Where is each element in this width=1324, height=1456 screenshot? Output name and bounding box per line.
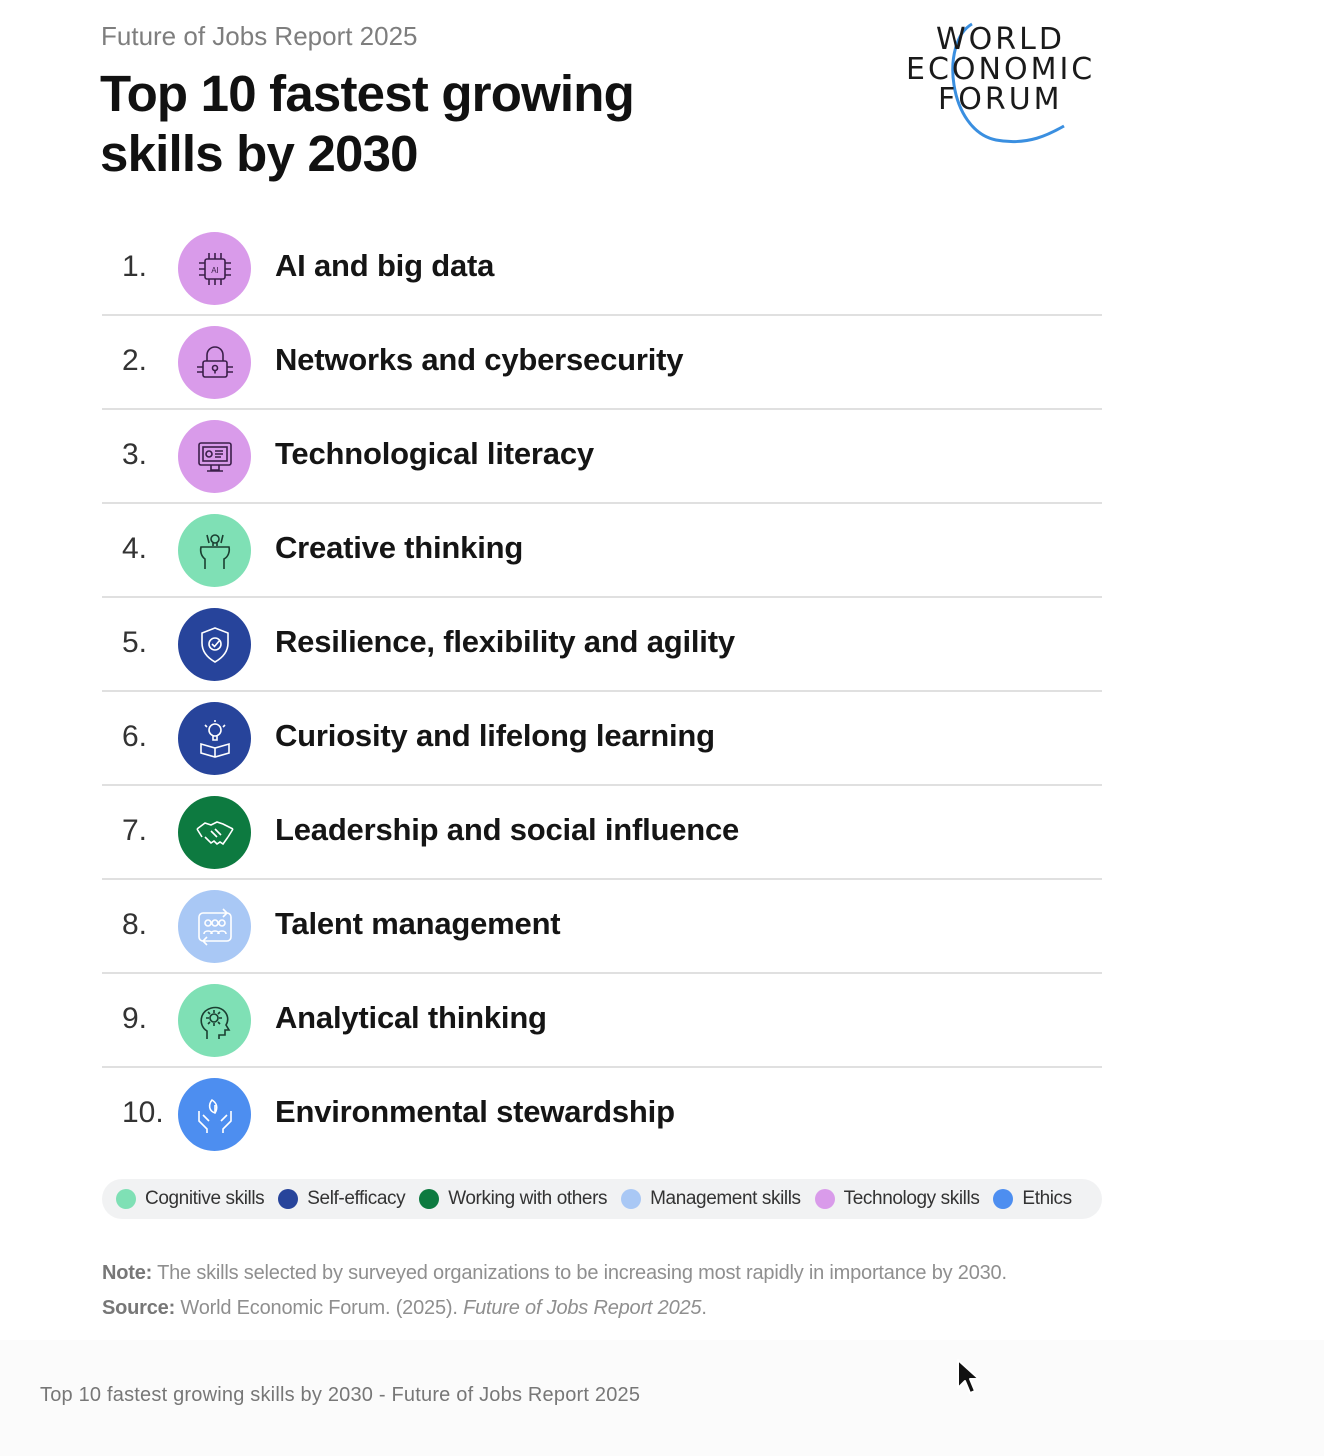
hands-leaf-icon (178, 1078, 251, 1151)
skill-row: 7. Leadership and social influence (102, 786, 1102, 880)
skill-list: 1. AI AI and big data 2. Networks and cy… (102, 222, 1102, 1160)
legend-label: Management skills (650, 1188, 801, 1209)
logo-arc-icon (951, 22, 1065, 144)
skill-label: AI and big data (275, 248, 495, 283)
legend-label: Cognitive skills (145, 1188, 265, 1209)
svg-text:AI: AI (211, 266, 219, 275)
logo-line-economic: ECONOMIC (906, 52, 1096, 87)
page-title: Top 10 fastest growing skills by 2030 (100, 64, 635, 184)
legend-label: Technology skills (843, 1188, 980, 1209)
caption-background (0, 1340, 1324, 1456)
image-caption: Top 10 fastest growing skills by 2030 - … (40, 1384, 641, 1406)
source-end: . (701, 1297, 707, 1319)
footnote: Note: The skills selected by surveyed or… (102, 1256, 1007, 1326)
skill-rank: 2. (122, 344, 148, 377)
skill-rank: 6. (122, 720, 148, 753)
handshake-icon (178, 796, 251, 869)
skill-label: Analytical thinking (275, 1000, 547, 1035)
skill-rank: 8. (122, 908, 148, 941)
skill-row: 4. Creative thinking (102, 504, 1102, 598)
legend-item-management: Management skills (621, 1188, 801, 1210)
skill-row: 1. AI AI and big data (102, 222, 1102, 316)
lock-icon (178, 326, 251, 399)
legend-item-working-with-others: Working with others (419, 1188, 608, 1210)
skill-rank: 9. (122, 1002, 148, 1035)
skill-row: 8. Talent management (102, 880, 1102, 974)
skill-label: Environmental stewardship (275, 1094, 675, 1129)
legend-item-self-efficacy: Self-efficacy (278, 1188, 406, 1210)
gear-head-icon (178, 984, 251, 1057)
people-cycle-icon (178, 890, 251, 963)
skill-rank: 7. (122, 814, 148, 847)
skill-row: 2. Networks and cybersecurity (102, 316, 1102, 410)
source-line: Source: World Economic Forum. (2025). Fu… (102, 1291, 1007, 1326)
skill-row: 6. Curiosity and lifelong learning (102, 692, 1102, 786)
skill-rank: 1. (122, 250, 148, 283)
wef-logo: WORLD ECONOMIC FORUM (900, 22, 1110, 146)
legend-label: Ethics (1022, 1188, 1072, 1209)
skill-row: 9. Analytical thinking (102, 974, 1102, 1068)
legend-dot (814, 1189, 835, 1209)
legend-dot (116, 1189, 136, 1209)
skill-row: 3. Technological literacy (102, 410, 1102, 504)
note-line: Note: The skills selected by surveyed or… (102, 1256, 1007, 1291)
legend-dot (993, 1189, 1014, 1209)
skill-row: 10. Environmental stewardship (102, 1068, 1102, 1160)
source-text: World Economic Forum. (2025). (175, 1297, 464, 1319)
mouse-cursor-icon (957, 1359, 980, 1394)
title-line-2: skills by 2030 (100, 125, 419, 182)
legend-item-technology: Technology skills (814, 1188, 980, 1210)
legend-item-cognitive: Cognitive skills (116, 1188, 265, 1210)
skill-label: Curiosity and lifelong learning (275, 718, 715, 753)
skill-row: 5. Resilience, flexibility and agility (102, 598, 1102, 692)
book-lightbulb-icon (178, 702, 251, 775)
note-text: The skills selected by surveyed organiza… (152, 1262, 1007, 1284)
ai-chip-icon: AI (178, 232, 251, 305)
skill-rank: 3. (122, 438, 148, 471)
monitor-icon (178, 420, 251, 493)
skill-label: Leadership and social influence (275, 812, 740, 847)
skill-label: Resilience, flexibility and agility (275, 624, 735, 659)
skill-label: Talent management (275, 906, 561, 941)
skill-label: Networks and cybersecurity (275, 342, 684, 377)
logo-line-world: WORLD (936, 22, 1065, 57)
legend-label: Working with others (448, 1188, 608, 1209)
skill-label: Creative thinking (275, 530, 524, 565)
legend-dot (621, 1189, 642, 1209)
legend-dot (419, 1189, 440, 1209)
source-title: Future of Jobs Report 2025 (463, 1297, 702, 1319)
category-legend: Cognitive skills Self-efficacy Working w… (102, 1179, 1102, 1219)
skill-rank: 5. (122, 626, 148, 659)
skill-label: Technological literacy (275, 436, 594, 471)
logo-line-forum: FORUM (938, 82, 1063, 117)
report-subtitle: Future of Jobs Report 2025 (101, 21, 418, 51)
legend-dot (278, 1189, 299, 1209)
creative-head-icon (178, 514, 251, 587)
note-label: Note: (102, 1262, 153, 1284)
skill-rank: 10. (122, 1096, 164, 1129)
legend-item-ethics: Ethics (993, 1188, 1072, 1210)
title-line-1: Top 10 fastest growing (100, 65, 635, 122)
source-label: Source: (102, 1297, 176, 1319)
legend-label: Self-efficacy (307, 1188, 406, 1209)
skill-rank: 4. (122, 532, 148, 565)
shield-check-icon (178, 608, 251, 681)
